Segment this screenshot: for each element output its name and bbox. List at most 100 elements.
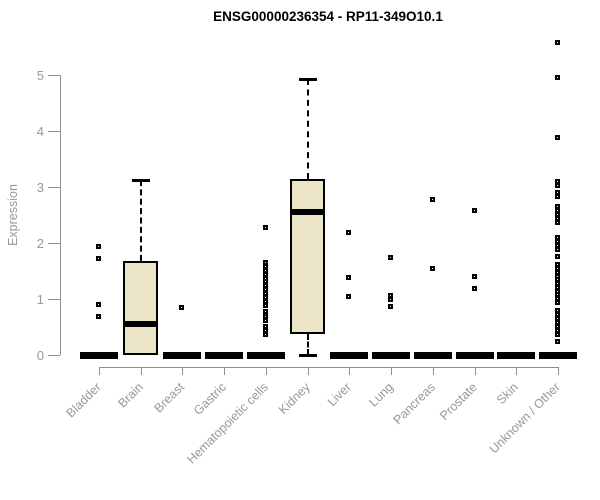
y-tick-label: 1 [36,292,44,307]
outlier-point [346,293,352,299]
outlier-point [555,194,561,200]
outlier-point [555,238,561,244]
outlier-point [388,297,394,303]
outlier-point [555,212,561,217]
y-tick-label: 3 [36,180,44,195]
whisker-upper [139,179,142,261]
outlier-point [96,313,101,319]
outlier-point [555,292,561,298]
outlier-point [429,265,435,271]
outlier-point [471,208,477,214]
outlier-point [262,302,268,308]
x-tick [224,367,226,375]
x-tick [558,367,560,375]
outlier-point [555,339,561,345]
outlier-point [555,280,561,286]
outlier-point [555,284,561,290]
outlier-point [555,276,561,282]
zero-bar [246,352,285,359]
outlier-point [555,190,561,196]
whisker-upper [306,78,309,180]
outlier-point [555,299,561,305]
zero-bar [539,352,578,359]
outlier-point [555,246,561,252]
outlier-point [555,312,561,318]
outlier-point [262,287,268,293]
outlier-point [262,298,268,304]
x-tick [432,367,434,375]
outlier-point [262,268,268,273]
zero-bar [413,352,452,359]
x-tick [265,367,267,375]
outlier-point [346,229,352,235]
outlier-point [555,234,561,240]
outlier-point [555,265,561,271]
outlier-point [96,256,101,262]
outlier-point [555,204,561,210]
x-axis-line [99,367,559,368]
zero-bar [372,352,411,359]
outlier-point [346,274,352,280]
zero-bar [205,352,244,359]
outlier-point [555,182,561,188]
whisker-cap-upper [131,178,150,182]
y-tick-label: 0 [36,348,44,363]
x-tick [307,367,309,375]
outlier-point [555,219,561,225]
outlier-point [262,308,268,314]
outlier-point [262,275,268,281]
outlier-point [555,307,561,313]
outlier-point [262,271,268,277]
chart-title: ENSG00000236354 - RP11-349O10.1 [213,9,443,24]
outlier-point [555,316,561,322]
outlier-point [555,254,561,259]
outlier-point [555,331,561,337]
x-tick [99,367,100,375]
y-tick-label: 5 [36,68,44,83]
outlier-point [262,324,268,329]
outlier-point [388,293,394,299]
outlier-point [555,296,561,301]
x-tick [391,367,393,375]
outlier-point [262,331,268,337]
y-tick [48,187,60,188]
box-brain [123,260,159,355]
outlier-point [262,327,268,333]
zero-bar [455,352,494,359]
outlier-point [179,304,185,310]
outlier-point [555,208,561,214]
outlier-point [555,74,561,80]
outlier-point [262,317,268,323]
whisker-cap-lower [298,354,317,357]
y-tick [48,355,60,356]
whisker-cap-upper [298,77,317,81]
y-axis-line [60,75,61,355]
zero-bar [330,352,369,359]
y-tick-label: 4 [36,124,44,139]
outlier-point [388,303,394,309]
x-tick [516,367,518,375]
outlier-point [429,196,435,202]
outlier-point [262,260,268,266]
x-tick [182,367,184,375]
y-axis-label: Expression [6,184,20,246]
outlier-point [555,288,561,294]
outlier-point [262,313,268,319]
outlier-point [555,324,561,329]
outlier-point [96,302,101,308]
outlier-point [555,134,561,140]
x-tick-label: Unknown / Other [486,380,563,457]
x-tick [474,367,476,375]
outlier-point [262,290,268,296]
outlier-point [262,279,268,285]
outlier-point [471,274,477,280]
outlier-point [388,255,394,261]
median-line [290,209,326,216]
y-tick [48,243,60,244]
whisker-lower [306,334,309,355]
zero-bar [80,352,118,359]
median-line [123,321,159,328]
outlier-point [555,269,561,275]
outlier-point [96,243,101,249]
